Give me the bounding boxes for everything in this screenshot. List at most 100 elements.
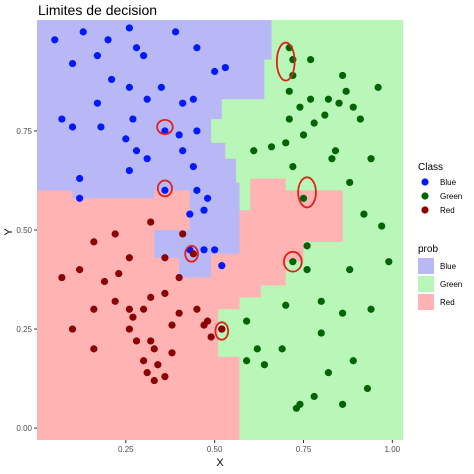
legend-prob-key-blue bbox=[418, 258, 434, 274]
point-blue bbox=[125, 83, 133, 91]
chart-title: Limites de decision bbox=[38, 2, 157, 18]
y-tick-label: 0.00 bbox=[16, 424, 32, 433]
point-red bbox=[143, 369, 151, 377]
point-red bbox=[68, 325, 77, 333]
point-red bbox=[203, 317, 212, 325]
point-blue bbox=[93, 52, 102, 60]
point-green bbox=[267, 143, 276, 151]
point-red bbox=[147, 293, 155, 301]
highlight-ellipse bbox=[283, 250, 303, 273]
point-blue bbox=[97, 123, 105, 131]
point-green bbox=[363, 384, 372, 393]
y-tick-label: 0.50 bbox=[16, 226, 32, 235]
x-tick-label: 0.50 bbox=[207, 445, 223, 454]
point-red bbox=[111, 297, 119, 305]
point-blue bbox=[68, 59, 77, 68]
point-blue bbox=[200, 206, 208, 214]
point-green bbox=[307, 56, 315, 64]
point-red bbox=[218, 325, 226, 333]
point-blue bbox=[218, 262, 226, 270]
point-green bbox=[285, 115, 293, 123]
point-blue bbox=[200, 246, 208, 254]
point-red bbox=[58, 273, 66, 282]
legend-prob-key-green bbox=[418, 276, 434, 292]
point-blue bbox=[125, 24, 133, 32]
point-green bbox=[360, 210, 368, 218]
x-tick-label: 0.75 bbox=[296, 445, 312, 454]
point-blue bbox=[68, 123, 77, 131]
region-blue bbox=[37, 20, 272, 278]
point-red bbox=[161, 289, 169, 297]
point-green bbox=[367, 155, 375, 163]
point-red bbox=[140, 357, 148, 365]
point-red bbox=[189, 250, 197, 258]
point-blue bbox=[108, 75, 116, 84]
point-green bbox=[299, 194, 308, 202]
point-red bbox=[140, 305, 148, 313]
point-red bbox=[168, 349, 176, 357]
point-red bbox=[175, 273, 183, 282]
point-red bbox=[161, 373, 169, 381]
point-blue bbox=[79, 28, 87, 36]
point-red bbox=[161, 254, 169, 262]
point-green bbox=[321, 111, 329, 119]
point-blue bbox=[211, 67, 219, 76]
point-blue bbox=[51, 36, 59, 44]
point-green bbox=[296, 103, 304, 111]
point-green bbox=[349, 357, 357, 365]
data-points bbox=[51, 24, 393, 412]
point-green bbox=[346, 178, 354, 187]
decision-regions bbox=[37, 20, 403, 440]
point-red bbox=[90, 345, 98, 353]
legend-class: Class Blue Green Red bbox=[418, 162, 462, 215]
x-axis-label: X bbox=[216, 457, 224, 469]
point-red bbox=[147, 337, 155, 345]
legend-prob-label-blue: Blue bbox=[440, 262, 457, 271]
point-red bbox=[207, 333, 215, 341]
point-blue bbox=[129, 115, 137, 123]
point-green bbox=[303, 266, 311, 274]
point-blue bbox=[186, 210, 194, 218]
point-green bbox=[349, 103, 357, 111]
plot-panel bbox=[37, 20, 403, 440]
point-green bbox=[250, 147, 258, 155]
point-green bbox=[335, 99, 343, 107]
x-tick-label: 1.00 bbox=[385, 445, 401, 454]
point-blue bbox=[76, 194, 84, 202]
point-red bbox=[111, 230, 119, 238]
point-green bbox=[378, 222, 386, 230]
legend-class-label-green: Green bbox=[440, 192, 462, 201]
point-blue bbox=[179, 147, 187, 155]
legend-prob-key-red bbox=[418, 294, 434, 310]
point-blue bbox=[189, 163, 197, 171]
point-red bbox=[193, 305, 201, 313]
point-blue bbox=[143, 155, 151, 163]
point-green bbox=[356, 115, 364, 123]
legend-class-label-red: Red bbox=[440, 206, 455, 215]
point-blue bbox=[132, 147, 141, 155]
point-red bbox=[175, 309, 183, 317]
point-blue bbox=[93, 99, 102, 107]
region-green bbox=[211, 20, 403, 440]
point-blue bbox=[221, 63, 229, 72]
point-blue bbox=[175, 131, 183, 139]
legend-class-key-red bbox=[421, 206, 429, 214]
point-green bbox=[310, 119, 318, 127]
point-red bbox=[150, 376, 158, 385]
legend-prob: prob Blue Green Red bbox=[418, 244, 462, 310]
point-blue bbox=[104, 36, 112, 44]
point-red bbox=[90, 305, 98, 313]
point-blue bbox=[193, 44, 201, 52]
point-green bbox=[282, 139, 290, 147]
point-green bbox=[328, 155, 336, 163]
point-blue bbox=[161, 127, 169, 135]
point-green bbox=[338, 400, 347, 408]
legend-prob-label-green: Green bbox=[440, 280, 462, 289]
point-red bbox=[90, 238, 98, 246]
point-green bbox=[289, 258, 297, 266]
point-red bbox=[179, 230, 187, 238]
point-green bbox=[299, 131, 308, 139]
highlight-ellipse bbox=[156, 179, 173, 198]
point-red bbox=[100, 277, 109, 286]
